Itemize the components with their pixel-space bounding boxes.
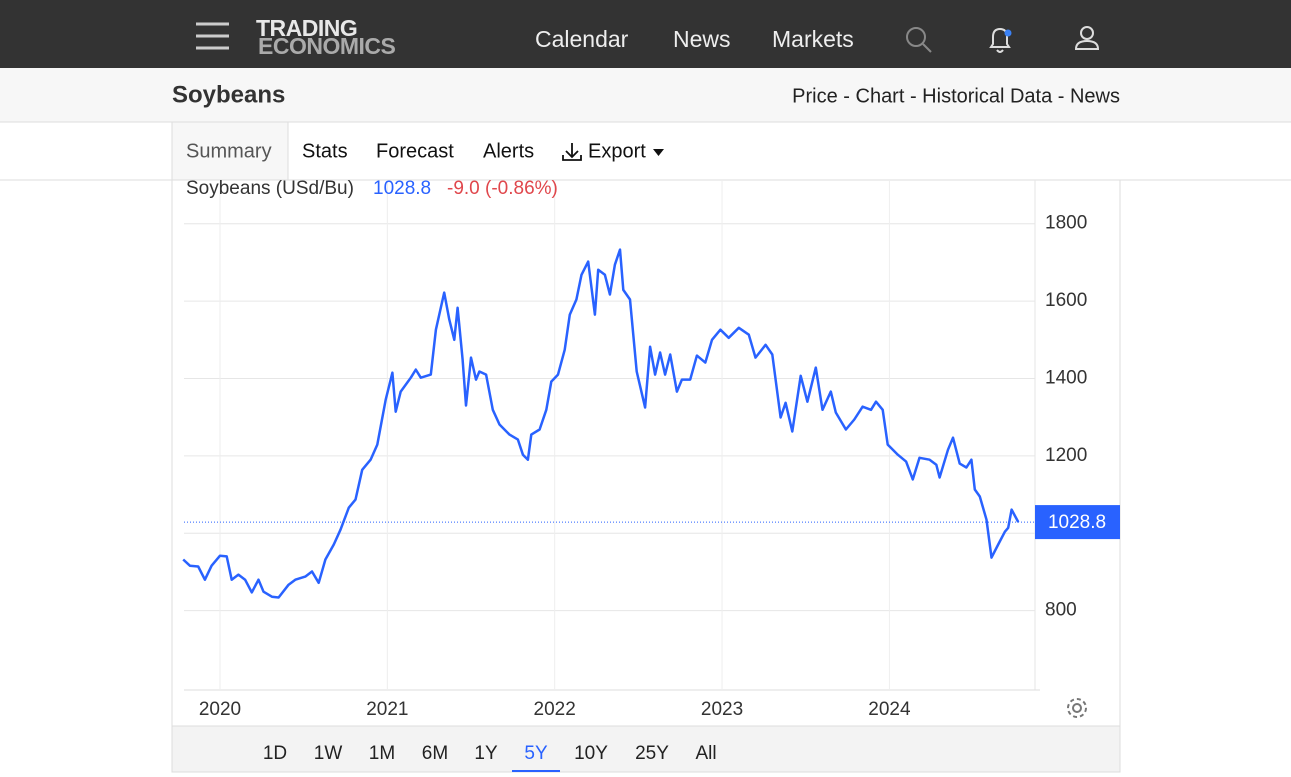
price-line [182, 248, 1020, 599]
caret [653, 149, 664, 156]
tab[interactable]: Export [588, 140, 646, 162]
range-button[interactable]: All [695, 743, 716, 764]
sub-links[interactable]: Price - Chart - Historical Data - News [792, 85, 1120, 107]
price-change: -9.0 (-0.86%) [447, 178, 558, 199]
range-button[interactable]: 1D [263, 743, 287, 764]
menu-icon[interactable] [196, 22, 229, 50]
y-tick-label: 1600 [1045, 290, 1087, 311]
tab[interactable]: Alerts [483, 140, 534, 162]
download-icon[interactable] [562, 143, 582, 161]
bell-icon[interactable] [989, 27, 1011, 53]
x-tick-label: 2024 [868, 699, 911, 720]
x-tick-label: 2020 [199, 699, 241, 720]
notification-dot [1004, 29, 1012, 37]
x-tick-label: 2021 [366, 699, 408, 720]
active-tab [171, 121, 289, 181]
price: 1028.8 [373, 178, 431, 199]
last-price-box [1035, 505, 1120, 540]
logo[interactable]: TRADING [256, 15, 358, 41]
nav-link[interactable]: News [673, 26, 731, 52]
range-button[interactable]: 10Y [574, 743, 608, 764]
x-tick-label: 2022 [534, 699, 576, 720]
range-button[interactable]: 1W [314, 743, 343, 764]
range-button[interactable]: 25Y [635, 743, 669, 764]
y-tick-label: 800 [1045, 600, 1077, 621]
range-selector: 1D 1W 1M 6M 1Y 5Y 10Y 25Y All [263, 743, 717, 772]
logo[interactable]: ECONOMICS [258, 33, 396, 59]
legend-label: Soybeans (USd/Bu) [186, 178, 354, 199]
page-title: Soybeans [172, 81, 285, 108]
y-tick-label: 1400 [1045, 367, 1087, 388]
tab[interactable]: Summary [186, 140, 272, 162]
nav-link[interactable]: Markets [772, 26, 854, 52]
tab[interactable]: Forecast [376, 140, 454, 162]
tab[interactable]: Stats [302, 140, 348, 162]
sub-header [0, 68, 1291, 122]
user-icon[interactable] [1074, 26, 1100, 50]
y-tick-label: 1800 [1045, 213, 1087, 234]
range-button[interactable]: 6M [422, 743, 448, 764]
last-price-label: 1028.8 [1048, 512, 1106, 533]
chart: 8001000120014001600180020202021202220232… [182, 180, 1120, 720]
nav-link[interactable]: Calendar [535, 26, 629, 52]
y-tick-label: 1200 [1045, 445, 1087, 466]
top-bar [0, 0, 1291, 68]
range-button[interactable]: 1Y [474, 743, 498, 764]
settings-icon[interactable] [1067, 698, 1087, 718]
range-bar [171, 725, 1121, 773]
search-icon[interactable] [906, 27, 932, 53]
x-tick-label: 2023 [701, 699, 743, 720]
range-button[interactable]: 5Y [524, 743, 548, 764]
range-button[interactable]: 1M [369, 743, 395, 764]
